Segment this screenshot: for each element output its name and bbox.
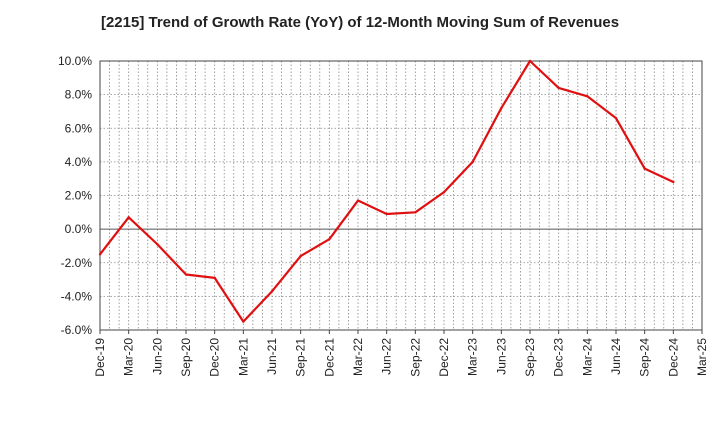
x-tick-label: Dec-20 [208, 338, 222, 377]
x-tick-label: Jun-21 [265, 338, 279, 375]
data-point [213, 276, 216, 280]
y-tick-label: 6.0% [65, 121, 93, 135]
y-tick-label: -4.0% [61, 289, 93, 303]
x-tick-label: Dec-22 [437, 338, 451, 377]
data-point [184, 273, 188, 276]
data-point [586, 95, 589, 98]
data-point [242, 320, 245, 323]
x-tick-label: Jun-24 [609, 338, 623, 375]
data-point [500, 106, 503, 110]
y-tick-label: -6.0% [61, 323, 93, 337]
data-point [643, 167, 646, 170]
data-point [471, 160, 474, 164]
data-point [328, 238, 331, 241]
x-tick-label: Mar-20 [122, 338, 136, 376]
data-point [557, 86, 560, 90]
x-tick-label: Sep-24 [638, 338, 652, 377]
x-tick-label: Sep-22 [408, 338, 422, 377]
x-tick-label: Jun-22 [380, 338, 394, 375]
data-point [442, 190, 446, 194]
data-point [156, 243, 159, 246]
x-tick-label: Mar-22 [351, 338, 365, 376]
plot-frame [99, 60, 703, 331]
x-tick-label: Mar-24 [580, 338, 594, 376]
data-point [356, 199, 360, 202]
data-point [614, 116, 618, 120]
x-tick-label: Dec-19 [93, 338, 107, 377]
y-tick-label: 0.0% [65, 222, 93, 236]
data-point [299, 254, 302, 258]
x-tick-label: Dec-23 [552, 338, 566, 377]
x-tick-label: Sep-23 [523, 338, 537, 377]
x-tick-label: Mar-25 [695, 338, 709, 376]
x-tick-label: Jun-23 [494, 338, 508, 375]
x-tick-label: Dec-21 [322, 338, 336, 377]
data-point [270, 290, 274, 293]
x-tick-label: Sep-20 [179, 338, 193, 377]
data-point [414, 211, 417, 214]
data-point [528, 59, 532, 63]
chart-title: [2215] Trend of Growth Rate (YoY) of 12-… [100, 14, 620, 31]
y-tick-label: -2.0% [61, 256, 93, 270]
data-point [98, 253, 102, 256]
x-tick-label: Mar-21 [236, 338, 250, 376]
x-tick-label: Dec-24 [666, 338, 680, 377]
y-tick-label: 10.0% [58, 54, 92, 68]
data-point [385, 212, 388, 216]
x-tick-label: Sep-21 [294, 338, 308, 377]
data-point [127, 216, 130, 219]
data-point [672, 180, 675, 184]
x-tick-label: Jun-20 [150, 338, 164, 375]
y-tick-label: 8.0% [65, 88, 93, 102]
x-tick-label: Mar-23 [466, 338, 480, 376]
y-tick-label: 2.0% [65, 189, 93, 203]
y-tick-label: 4.0% [65, 155, 93, 169]
